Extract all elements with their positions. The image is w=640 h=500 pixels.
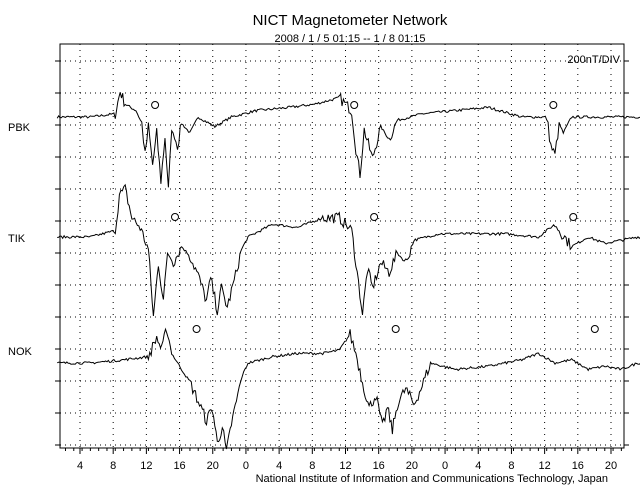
trace-pbk [56, 92, 640, 188]
midnight-marker [350, 101, 359, 109]
axis-ticks [55, 60, 629, 454]
midnight-marker [391, 325, 400, 333]
x-tick-label: 20 [605, 460, 617, 472]
midnight-marker [590, 325, 599, 333]
x-tick-label: 4 [276, 460, 282, 472]
x-tick-labels: 481216200481216200481216200 [77, 460, 617, 472]
station-label-nok: NOK [8, 346, 32, 358]
plot-frame [59, 43, 625, 449]
x-tick-label: 16 [572, 460, 584, 472]
midnight-marker [549, 101, 558, 109]
midnight-marker [170, 213, 179, 221]
chart-subtitle: 2008 / 1 / 5 01:15 -- 1 / 8 01:15 [274, 33, 426, 45]
event-markers [151, 101, 599, 333]
x-tick-label: 0 [243, 460, 249, 472]
x-tick-label: 12 [339, 460, 351, 472]
scale-label: 200nT/DIV [567, 54, 620, 66]
midnight-marker [370, 213, 379, 221]
x-tick-label: 12 [140, 460, 152, 472]
x-tick-label: 20 [207, 460, 219, 472]
midnight-marker [151, 101, 160, 109]
x-tick-label: 4 [475, 460, 481, 472]
chart-grid [60, 44, 624, 448]
station-label-pbk: PBK [8, 122, 31, 134]
x-tick-label: 16 [373, 460, 385, 472]
x-tick-label: 0 [442, 460, 448, 472]
chart-title: NICT Magnetometer Network [252, 12, 448, 29]
footer-credit: National Institute of Information and Co… [255, 473, 608, 485]
x-tick-label: 8 [110, 460, 116, 472]
trace-nok [57, 327, 640, 450]
x-tick-label: 12 [539, 460, 551, 472]
x-tick-label: 16 [173, 460, 185, 472]
x-tick-label: 8 [508, 460, 514, 472]
midnight-marker [569, 213, 578, 221]
x-tick-label: 4 [77, 460, 83, 472]
station-traces [56, 92, 640, 450]
midnight-marker [192, 325, 201, 333]
x-tick-label: 20 [406, 460, 418, 472]
trace-tik [57, 183, 640, 316]
x-tick-label: 8 [309, 460, 315, 472]
station-label-tik: TIK [8, 233, 26, 245]
